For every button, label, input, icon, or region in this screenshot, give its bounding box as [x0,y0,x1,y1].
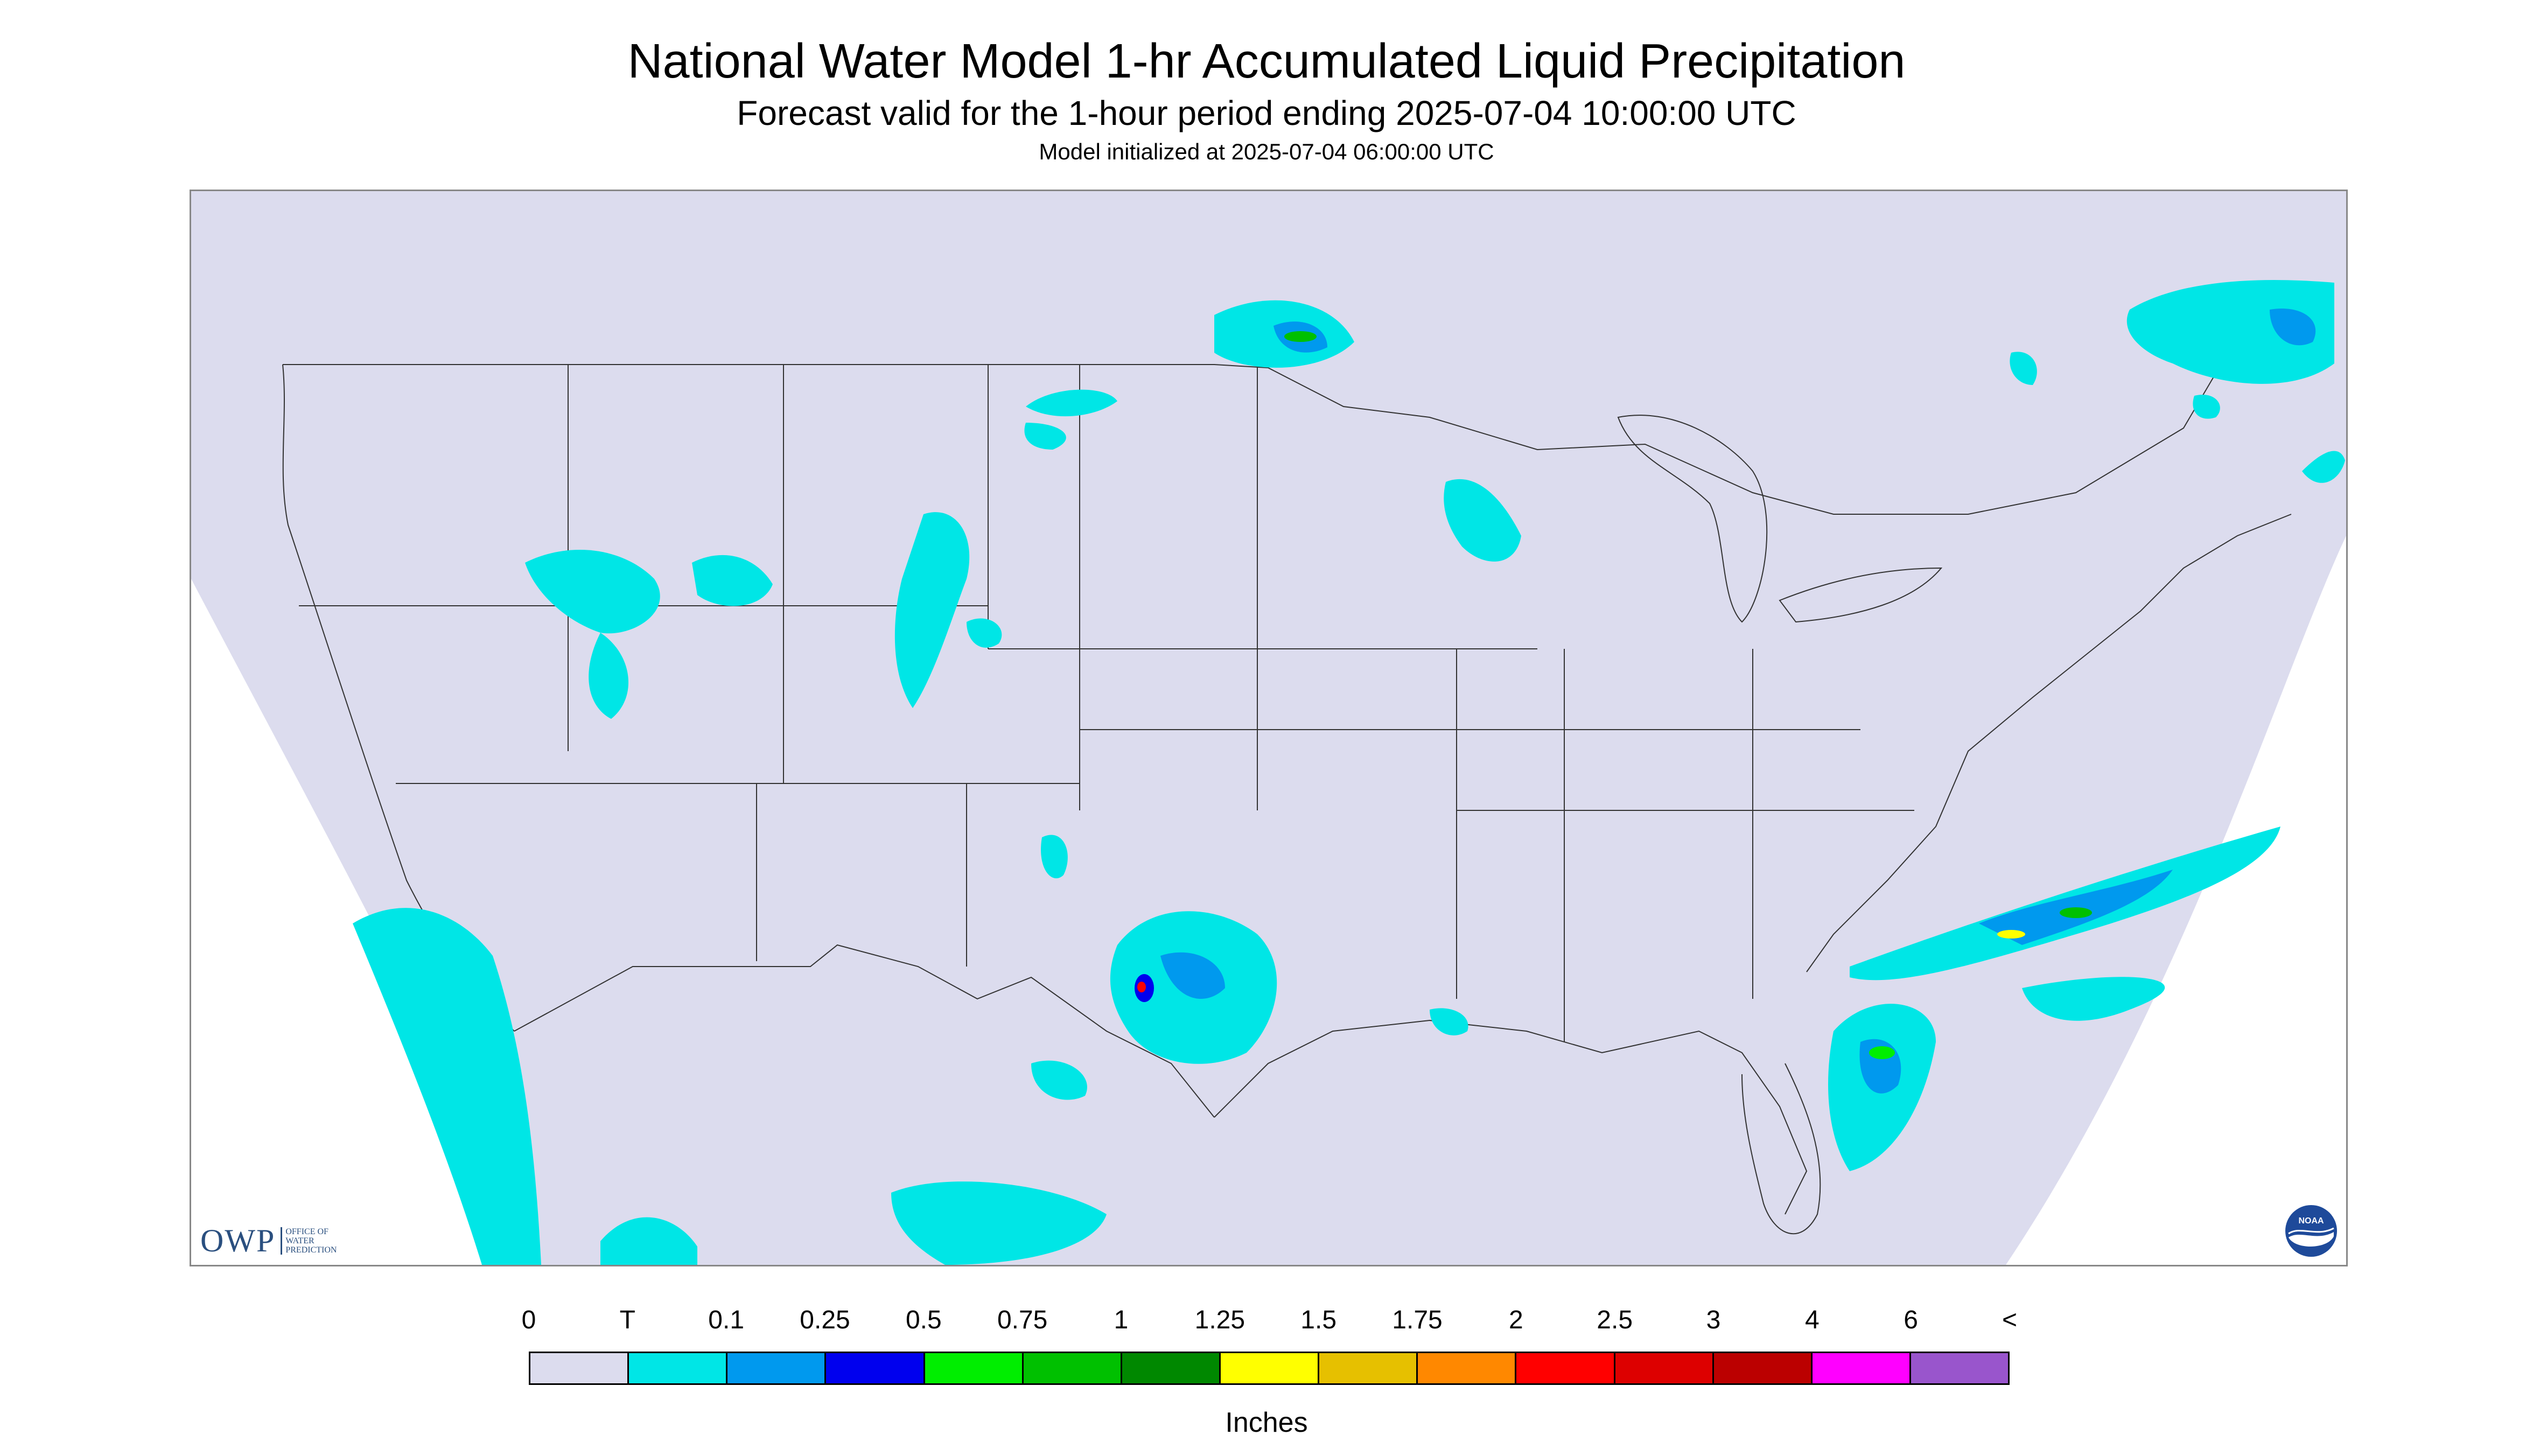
quebec-rain [2126,280,2334,384]
ontario-rain [2010,352,2037,385]
map-title: National Water Model 1-hr Accumulated Li… [627,34,1906,88]
legend-swatch [530,1353,629,1383]
model-domain [191,191,2346,1265]
east-coast [1806,514,2292,972]
legend-tick-label: 1.25 [1194,1306,1245,1334]
idaho-rain [692,555,773,606]
mexico-rain [600,1217,697,1265]
lake-erie [1779,567,1943,623]
texas-core [1160,952,1225,999]
legend-swatch [1516,1353,1615,1383]
minnesota-green-cell [1284,331,1317,342]
pacific-rain-band [353,908,541,1265]
owp-logo: OWP OFFICE OF WATER PREDICTION [200,1222,337,1259]
legend-tick-label: 4 [1804,1306,1820,1334]
legend-swatch [1023,1353,1122,1383]
owp-logo-text: OWP [200,1223,276,1258]
owp-sub-line-1: OFFICE OF [285,1227,328,1236]
florida-green-cell [1869,1046,1895,1059]
legend-tick-label: 0.5 [905,1306,942,1334]
north-dakota-rain [1024,423,1066,450]
gulf-coast [1214,1019,1808,1215]
legend-tick-label: 1.5 [1300,1306,1337,1334]
legend-swatch [826,1353,925,1383]
atlantic-yellow-cell [1997,930,2025,939]
us-canada-border [283,336,2238,515]
legend-tick-label: T [619,1306,635,1334]
new-mexico-rain [1041,835,1068,879]
legend-swatch [1418,1353,1517,1383]
nova-scotia-rain [2302,451,2345,483]
noaa-logo-icon: NOAA [2285,1205,2337,1257]
legend-swatch [1713,1353,1813,1383]
great-lakes [1617,415,1768,623]
us-mexico-border [514,944,1215,1118]
legend-tick-label: < [2002,1306,2018,1334]
legend-swatch [1911,1353,2009,1383]
model-init-text: Model initialized at 2025-07-04 06:00:00… [1039,139,1494,164]
legend-tick-label: 3 [1706,1306,1721,1334]
florida [1741,1063,1821,1235]
louisiana-rain [1430,1008,1468,1035]
legend-swatch [1812,1353,1911,1383]
wyoming-rain [894,512,970,708]
state-lines-3 [756,649,1753,1042]
legend-tick-label: 1.75 [1392,1306,1443,1334]
map-canvas [191,191,2346,1265]
legend-tick-label: 1 [1114,1306,1129,1334]
utah-rain [589,633,629,719]
legend-swatch [1122,1353,1221,1383]
owp-logo-subtext: OFFICE OF WATER PREDICTION [281,1227,337,1255]
precip-heavy [1135,331,2092,1059]
legend-tick-label: 0.75 [997,1306,1048,1334]
legend-swatch [1319,1353,1418,1383]
svg-text:NOAA: NOAA [2298,1216,2324,1226]
great-basin-rain [525,550,660,634]
legend-tick-label: 0.25 [800,1306,850,1334]
quebec-core [2270,309,2316,346]
legend-tick-label: 0.1 [708,1306,745,1334]
texas-red-cell [1137,982,1146,992]
atlantic-green-cell [2060,907,2092,918]
color-legend [529,1352,2010,1385]
atlantic-offshore [2022,977,2165,1021]
legend-swatch [727,1353,827,1383]
map-subtitle: Forecast valid for the 1-hour period end… [737,94,1796,132]
baja-rain [891,1181,1107,1265]
legend-swatch [1615,1353,1714,1383]
owp-sub-line-3: PREDICTION [285,1245,337,1255]
legend-swatch [1220,1353,1320,1383]
boundaries [282,336,2292,1235]
legend-tick-label: 6 [1904,1306,1919,1334]
legend-tick-label: 2 [1508,1306,1523,1334]
colorado-rain [967,618,1002,648]
owp-sub-line-2: WATER [285,1236,314,1245]
mexico-interior-rain [1031,1060,1087,1100]
wisconsin-rain [1444,479,1521,562]
legend-swatch [629,1353,728,1383]
precipitation-map [190,190,2348,1266]
maine-rain [2193,395,2220,419]
dakotas-rain [1026,389,1117,417]
legend-swatch [925,1353,1024,1383]
legend-units: Inches [1225,1407,1308,1438]
legend-tick-label: 0 [521,1306,536,1334]
legend-tick-label: 2.5 [1597,1306,1633,1334]
